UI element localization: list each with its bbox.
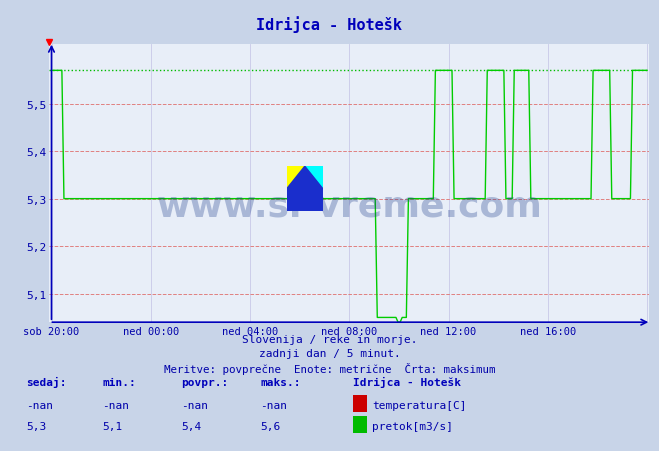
Text: 5,1: 5,1 (102, 421, 123, 431)
Text: -nan: -nan (26, 400, 53, 410)
Text: Slovenija / reke in morje.: Slovenija / reke in morje. (242, 335, 417, 345)
Text: maks.:: maks.: (260, 377, 301, 387)
Text: Idrijca - Hotešk: Idrijca - Hotešk (353, 377, 461, 387)
Text: zadnji dan / 5 minut.: zadnji dan / 5 minut. (258, 348, 401, 358)
Text: pretok[m3/s]: pretok[m3/s] (372, 421, 453, 431)
Text: 5,4: 5,4 (181, 421, 202, 431)
Text: sedaj:: sedaj: (26, 377, 67, 387)
Text: min.:: min.: (102, 377, 136, 387)
Text: 5,3: 5,3 (26, 421, 47, 431)
Polygon shape (304, 167, 323, 189)
Text: Idrijca - Hotešk: Idrijca - Hotešk (256, 16, 403, 32)
Text: temperatura[C]: temperatura[C] (372, 400, 467, 410)
Polygon shape (287, 167, 323, 212)
Text: -nan: -nan (102, 400, 129, 410)
Text: www.si-vreme.com: www.si-vreme.com (156, 189, 542, 223)
Text: povpr.:: povpr.: (181, 377, 229, 387)
Text: Meritve: povprečne  Enote: metrične  Črta: maksimum: Meritve: povprečne Enote: metrične Črta:… (163, 362, 496, 374)
Text: -nan: -nan (260, 400, 287, 410)
Polygon shape (287, 167, 304, 189)
Text: -nan: -nan (181, 400, 208, 410)
Text: 5,6: 5,6 (260, 421, 281, 431)
